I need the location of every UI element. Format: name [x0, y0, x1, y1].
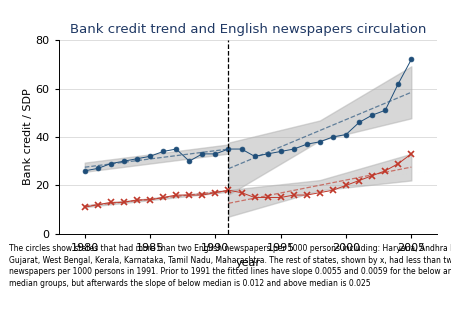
Text: The circles show states that had more than two English newspapers per 1000 perso: The circles show states that had more th… [9, 244, 451, 288]
X-axis label: year: year [235, 259, 261, 269]
Title: Bank credit trend and English newspapers circulation: Bank credit trend and English newspapers… [70, 23, 426, 36]
Y-axis label: Bank credit / SDP: Bank credit / SDP [23, 89, 33, 185]
